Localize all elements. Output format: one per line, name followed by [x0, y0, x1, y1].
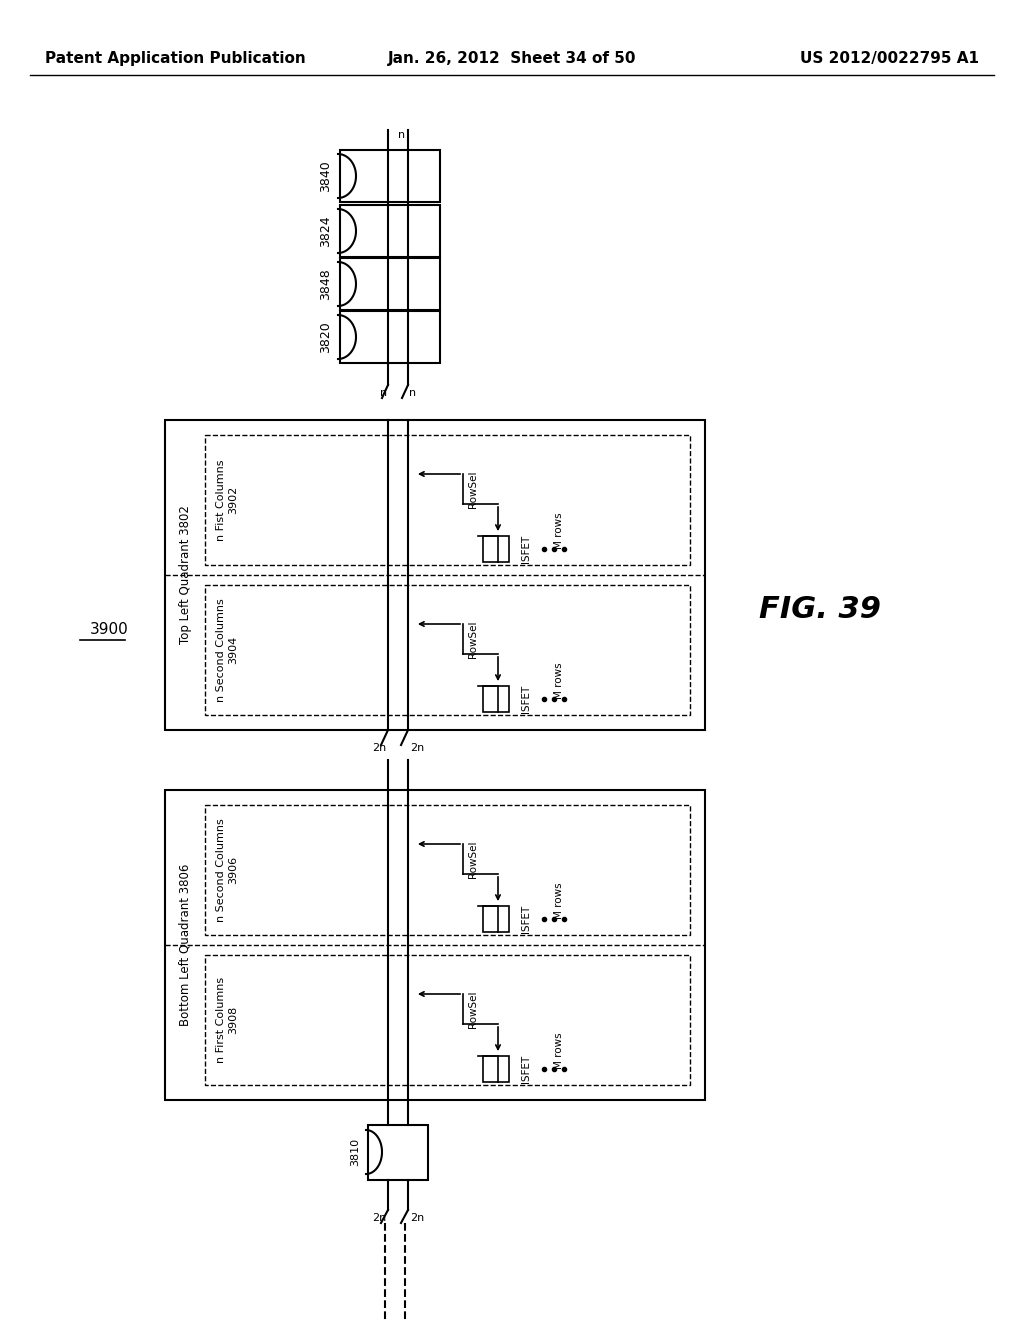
Text: RowSel: RowSel — [468, 620, 478, 657]
Text: n Second Columns
3906: n Second Columns 3906 — [216, 818, 238, 921]
Bar — [483, 1056, 509, 1082]
Bar — [165, 789, 705, 1100]
Text: 2n: 2n — [410, 743, 424, 752]
Text: US 2012/0022795 A1: US 2012/0022795 A1 — [800, 50, 979, 66]
Text: n: n — [398, 129, 406, 140]
Text: ISFET: ISFET — [521, 1055, 531, 1084]
Text: 2n: 2n — [372, 1213, 386, 1224]
Text: ISFET: ISFET — [521, 906, 531, 933]
Bar — [205, 805, 690, 935]
Bar — [340, 205, 440, 257]
Bar — [205, 954, 690, 1085]
Text: 3848: 3848 — [319, 268, 332, 300]
Text: RowSel: RowSel — [468, 470, 478, 508]
Text: 2n: 2n — [372, 743, 386, 752]
Bar — [483, 686, 509, 711]
Bar — [205, 585, 690, 715]
Bar — [483, 536, 509, 562]
Text: M rows: M rows — [554, 883, 564, 919]
Text: n: n — [380, 388, 387, 399]
Text: 3810: 3810 — [350, 1138, 360, 1166]
Bar — [205, 436, 690, 565]
Bar — [340, 150, 440, 202]
Text: RowSel: RowSel — [468, 841, 478, 878]
Text: M rows: M rows — [554, 512, 564, 549]
Text: Top Left Quadrant 3802: Top Left Quadrant 3802 — [178, 506, 191, 644]
Text: Patent Application Publication: Patent Application Publication — [45, 50, 306, 66]
Text: RowSel: RowSel — [468, 990, 478, 1028]
Text: FIG. 39: FIG. 39 — [759, 595, 881, 624]
Bar — [483, 906, 509, 932]
Text: Bottom Left Quadrant 3806: Bottom Left Quadrant 3806 — [178, 863, 191, 1026]
Text: 3840: 3840 — [319, 160, 332, 191]
Bar — [340, 312, 440, 363]
Text: M rows: M rows — [554, 663, 564, 700]
Bar — [368, 1125, 428, 1180]
Text: 2n: 2n — [410, 1213, 424, 1224]
Text: n Second Columns
3904: n Second Columns 3904 — [216, 598, 238, 702]
Text: 3900: 3900 — [90, 623, 129, 638]
Text: n First Columns
3908: n First Columns 3908 — [216, 977, 238, 1063]
Text: ISFET: ISFET — [521, 685, 531, 713]
Text: M rows: M rows — [554, 1032, 564, 1069]
Text: n: n — [409, 388, 416, 399]
Text: 3824: 3824 — [319, 215, 332, 247]
Text: n Fist Columns
3902: n Fist Columns 3902 — [216, 459, 238, 541]
Text: ISFET: ISFET — [521, 535, 531, 564]
Text: Jan. 26, 2012  Sheet 34 of 50: Jan. 26, 2012 Sheet 34 of 50 — [388, 50, 636, 66]
Text: 3820: 3820 — [319, 321, 332, 352]
Bar — [340, 257, 440, 310]
Bar — [165, 420, 705, 730]
